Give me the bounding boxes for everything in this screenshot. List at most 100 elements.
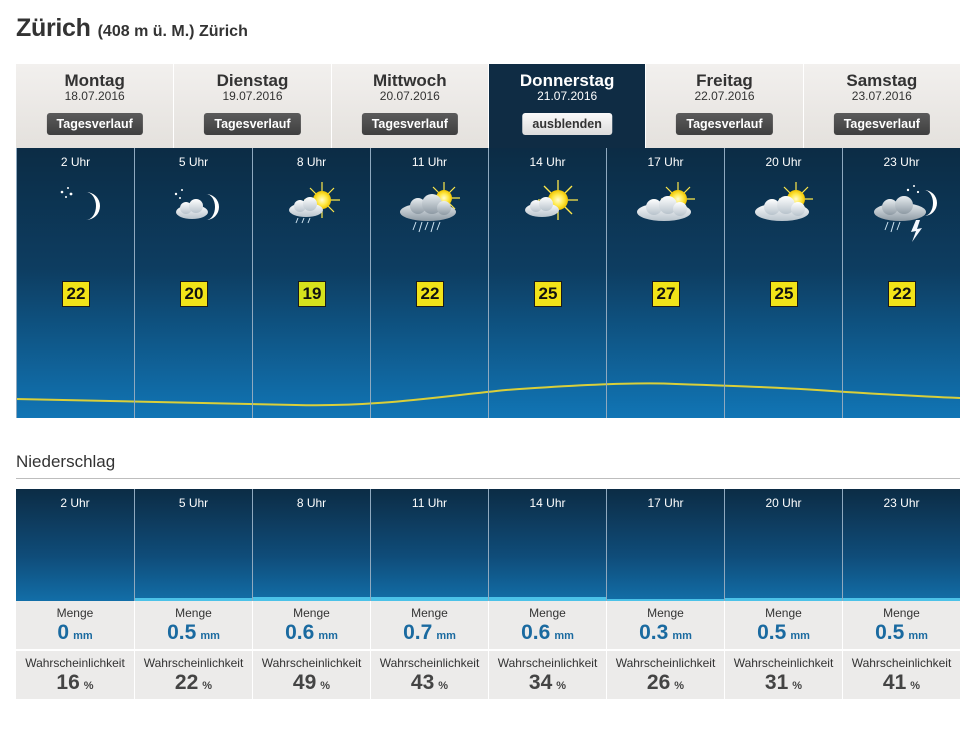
probability-label: Wahrscheinlichkeit [615, 656, 716, 670]
tagesverlauf-button[interactable]: Tagesverlauf [361, 113, 458, 135]
tab-mittwoch[interactable]: Mittwoch 20.07.2016 Tagesverlauf [330, 64, 488, 148]
forecast-hour: 11 Uhr [411, 155, 448, 169]
precip-slot: 5 Uhr [134, 489, 252, 601]
ausblenden-button[interactable]: ausblenden [522, 113, 612, 135]
forecast-hour: 14 Uhr [529, 155, 566, 169]
tab-day-name: Montag [64, 71, 125, 90]
precip-column: Menge 0.3 mm Wahrscheinlichkeit 26% [606, 601, 724, 699]
amount-value: 0.6 [285, 621, 315, 644]
probability-unit: % [910, 680, 921, 692]
sun-cloud-icon [525, 180, 578, 220]
precip-amount-cell: Menge 0 mm [16, 601, 134, 649]
forecast-hour: 17 Uhr [647, 155, 684, 169]
tagesverlauf-button[interactable]: Tagesverlauf [46, 113, 143, 135]
hourly-forecast-panel: 2 Uhr 22 5 Uhr 20 8 Uhr 19 11 Uhr [16, 148, 960, 418]
sun-heavy-cloud-rain-icon [400, 182, 460, 233]
precip-column: Menge 0.5 mm Wahrscheinlichkeit 41% [842, 601, 960, 699]
temperature-badge: 27 [652, 281, 680, 307]
precip-amount-cell: Menge 0.5 mm [135, 601, 252, 649]
precip-probability-cell: Wahrscheinlichkeit 31% [725, 651, 842, 699]
amount-unit: mm [554, 630, 574, 642]
probability-value: 16 [56, 671, 80, 694]
city-subtitle: (408 m ü. M.) Zürich [97, 23, 248, 40]
sun-cloud-rain-icon [289, 182, 340, 224]
temperature-badge: 19 [298, 281, 326, 307]
amount-label: Menge [765, 606, 802, 620]
precipitation-panel: 2 Uhr 5 Uhr 8 Uhr 11 Uhr 14 Uhr 17 Uhr 2… [16, 489, 960, 601]
tab-day-date: 19.07.2016 [222, 89, 283, 103]
tab-day-date: 22.07.2016 [694, 89, 755, 103]
precip-amount-cell: Menge 0.6 mm [489, 601, 606, 649]
precip-probability-cell: Wahrscheinlichkeit 49% [253, 651, 370, 699]
forecast-hour: 5 Uhr [178, 155, 209, 169]
precip-slot: 2 Uhr [16, 489, 134, 601]
amount-value: 0.7 [403, 621, 433, 644]
probability-unit: % [674, 680, 685, 692]
precip-hour: 20 Uhr [765, 496, 802, 510]
amount-unit: mm [790, 630, 810, 642]
amount-value: 0.5 [757, 621, 787, 644]
forecast-slot: 20 Uhr 25 [724, 148, 842, 418]
probability-unit: % [320, 680, 331, 692]
tab-day-name: Mittwoch [372, 71, 447, 90]
forecast-slot: 11 Uhr 22 [370, 148, 488, 418]
probability-label: Wahrscheinlichkeit [497, 656, 598, 670]
precip-amount-cell: Menge 0.7 mm [371, 601, 488, 649]
precip-hour: 23 Uhr [883, 496, 920, 510]
forecast-slot: 2 Uhr 22 [16, 148, 134, 418]
forecast-hour: 20 Uhr [765, 155, 802, 169]
precip-probability-cell: Wahrscheinlichkeit 41% [843, 651, 960, 699]
city-name: Zürich [16, 14, 91, 42]
precip-hour: 14 Uhr [529, 496, 566, 510]
precip-amount-cell: Menge 0.3 mm [607, 601, 724, 649]
temperature-badge: 25 [534, 281, 562, 307]
precip-slot: 20 Uhr [724, 489, 842, 601]
temperature-badge: 22 [62, 281, 90, 307]
forecast-slot: 14 Uhr 25 [488, 148, 606, 418]
tagesverlauf-button[interactable]: Tagesverlauf [204, 113, 301, 135]
amount-label: Menge [56, 606, 94, 620]
forecast-hour: 8 Uhr [296, 155, 327, 169]
precip-bar [725, 598, 842, 601]
forecast-hour: 23 Uhr [883, 155, 920, 169]
temperature-badge: 25 [770, 281, 798, 307]
probability-value: 26 [646, 671, 671, 694]
precip-slot: 14 Uhr [488, 489, 606, 601]
forecast-slot: 5 Uhr 20 [134, 148, 252, 418]
forecast-hour: 2 Uhr [60, 155, 91, 169]
amount-value: 0.3 [639, 621, 669, 644]
precip-hour: 5 Uhr [178, 496, 209, 510]
precip-slot: 8 Uhr [252, 489, 370, 601]
tagesverlauf-button[interactable]: Tagesverlauf [833, 113, 930, 135]
forecast-slot: 8 Uhr 19 [252, 148, 370, 418]
precip-column: Menge 0 mm Wahrscheinlichkeit 16% [16, 601, 134, 699]
probability-unit: % [438, 680, 449, 692]
probability-value: 43 [410, 671, 435, 694]
temperature-badge: 22 [416, 281, 444, 307]
precip-hour: 17 Uhr [647, 496, 684, 510]
precip-column: Menge 0.7 mm Wahrscheinlichkeit 43% [370, 601, 488, 699]
tab-donnerstag[interactable]: Donnerstag 21.07.2016 ausblenden [487, 64, 646, 148]
precipitation-heading: Niederschlag [16, 452, 960, 479]
tab-freitag[interactable]: Freitag 22.07.2016 Tagesverlauf [645, 64, 803, 148]
night-clear-moon-icon [60, 187, 100, 220]
amount-value: 0 [57, 621, 70, 644]
tab-samstag[interactable]: Samstag 23.07.2016 Tagesverlauf [802, 64, 960, 148]
tab-day-date: 20.07.2016 [379, 89, 440, 103]
amount-unit: mm [318, 630, 338, 642]
sun-overcast-icon [755, 182, 813, 221]
tab-day-date: 23.07.2016 [851, 89, 912, 103]
precip-probability-cell: Wahrscheinlichkeit 22% [135, 651, 252, 699]
tab-dienstag[interactable]: Dienstag 19.07.2016 Tagesverlauf [173, 64, 331, 148]
amount-unit: mm [908, 630, 928, 642]
tab-day-date: 21.07.2016 [537, 89, 598, 103]
precip-slot: 11 Uhr [370, 489, 488, 601]
probability-value: 41 [882, 671, 907, 694]
tab-montag[interactable]: Montag 18.07.2016 Tagesverlauf [16, 64, 174, 148]
tab-day-name: Donnerstag [519, 71, 615, 90]
precip-column: Menge 0.6 mm Wahrscheinlichkeit 49% [252, 601, 370, 699]
precip-probability-cell: Wahrscheinlichkeit 34% [489, 651, 606, 699]
precip-probability-cell: Wahrscheinlichkeit 43% [371, 651, 488, 699]
temperature-badge: 20 [180, 281, 208, 307]
tagesverlauf-button[interactable]: Tagesverlauf [676, 113, 773, 135]
